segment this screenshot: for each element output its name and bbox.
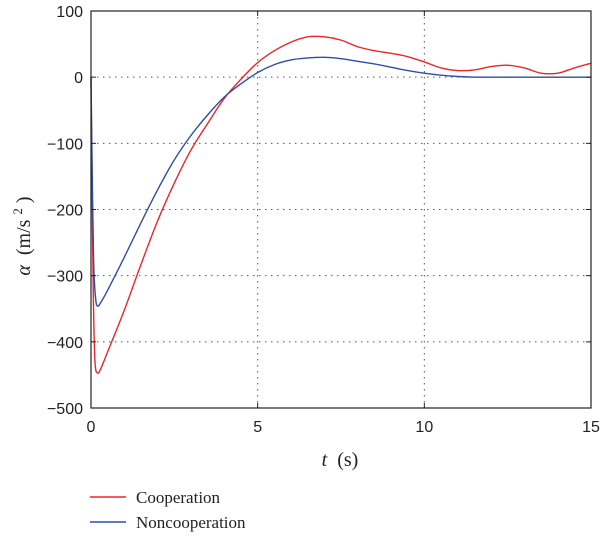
y-axis-var: α — [13, 265, 35, 276]
axis-ticks — [90, 10, 592, 409]
y-tick-label: 0 — [74, 70, 83, 87]
y-tick-label: −500 — [47, 401, 83, 418]
series-lines — [90, 35, 592, 374]
x-axis-var: t — [322, 449, 328, 471]
legend: Cooperation Noncooperation — [90, 488, 246, 532]
series-line-noncooperation — [90, 56, 592, 307]
x-tick-label: 15 — [582, 419, 600, 436]
y-tick-label: −400 — [47, 335, 83, 352]
y-axis-unit-pre: (m/s — [13, 219, 35, 255]
x-tick-label: 0 — [87, 419, 96, 436]
series-line-cooperation — [90, 35, 592, 374]
y-tick-label: −300 — [47, 269, 83, 286]
y-axis-unit-post: ) — [13, 196, 35, 203]
x-tick-label: 5 — [253, 419, 262, 436]
plot-frame — [90, 10, 592, 409]
y-axis-label: α (m/s 2 ) — [5, 196, 35, 275]
legend-label-noncooperation: Noncooperation — [136, 513, 246, 532]
y-tick-label: −200 — [47, 203, 83, 220]
y-tick-label: −100 — [47, 136, 83, 153]
x-axis-unit: (s) — [337, 449, 358, 471]
grid-lines — [91, 11, 591, 408]
y-axis-unit-sup: 2 — [10, 208, 25, 215]
legend-label-cooperation: Cooperation — [136, 488, 221, 507]
tick-labels: 0 5 10 15 100 0 −100 −200 −300 −400 −500 — [47, 4, 600, 436]
x-axis-label: t (s) — [322, 449, 359, 471]
y-tick-label: 100 — [56, 4, 83, 21]
x-tick-label: 10 — [415, 419, 433, 436]
